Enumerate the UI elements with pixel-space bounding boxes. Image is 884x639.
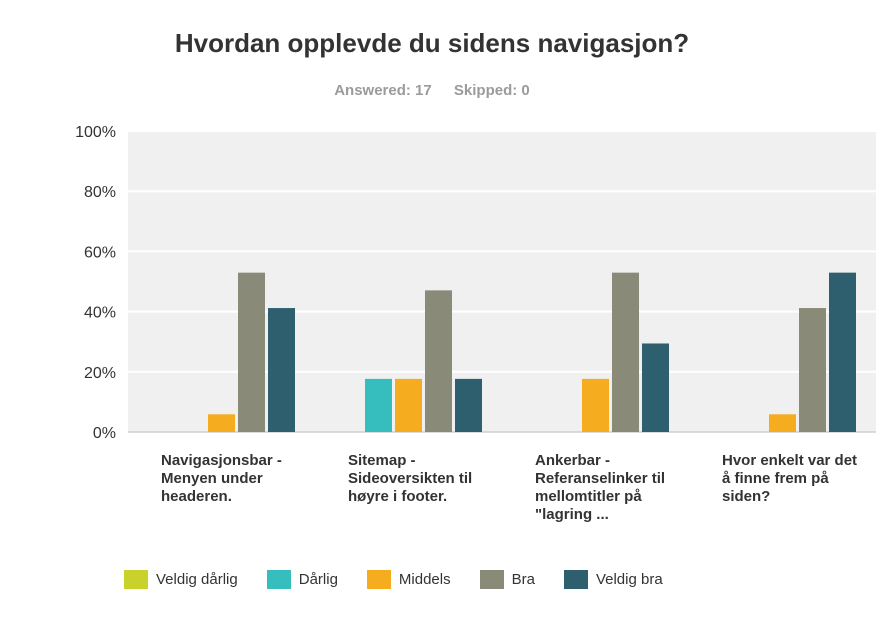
legend-label: Veldig dårlig <box>156 571 238 588</box>
bar[interactable] <box>582 378 609 432</box>
legend-item[interactable]: Veldig dårlig <box>124 570 238 589</box>
legend-item[interactable]: Bra <box>479 570 535 589</box>
legend-label: Veldig bra <box>595 571 663 588</box>
legend-swatch <box>479 570 504 589</box>
response-stats: Answered: 17 Skipped: 0 <box>0 82 864 99</box>
legend-item[interactable]: Dårlig <box>266 570 338 589</box>
legend-label: Middels <box>398 571 451 588</box>
chart-title: Hvordan opplevde du sidens navigasjon? <box>174 28 690 58</box>
bar[interactable] <box>829 272 856 432</box>
answered-count: Answered: 17 <box>334 82 432 99</box>
bar[interactable] <box>799 308 826 432</box>
bar[interactable] <box>208 414 235 432</box>
y-tick-label: 20% <box>84 365 116 382</box>
x-category-label: Ankerbar - Referanselinker til mellomtit… <box>535 452 666 523</box>
y-tick-label: 100% <box>75 124 116 141</box>
bar[interactable] <box>425 290 452 432</box>
bar[interactable] <box>268 308 295 432</box>
legend-label: Bra <box>511 571 535 588</box>
legend-swatch <box>124 570 148 589</box>
bar[interactable] <box>365 378 392 432</box>
y-tick-label: 60% <box>84 244 116 261</box>
legend-swatch <box>366 570 391 589</box>
x-category-label: Navigasjonsbar - Menyen under headeren. <box>161 452 282 505</box>
bar[interactable] <box>642 343 669 432</box>
legend-item[interactable]: Veldig bra <box>563 570 663 589</box>
legend-item[interactable]: Middels <box>366 570 451 589</box>
y-tick-label: 0% <box>93 425 116 442</box>
x-category-label: Sitemap - Sideoversikten til høyre i foo… <box>348 452 473 505</box>
bar[interactable] <box>238 272 265 432</box>
bar[interactable] <box>395 378 422 432</box>
chart-legend: Veldig dårlig Dårlig Middels Bra Veldig bra <box>124 570 692 589</box>
legend-swatch <box>266 570 291 589</box>
bar[interactable] <box>612 272 639 432</box>
y-tick-label: 80% <box>84 184 116 201</box>
x-category-label: Hvor enkelt var det å finne frem på side… <box>722 452 858 505</box>
bar[interactable] <box>455 378 482 432</box>
skipped-count: Skipped: 0 <box>453 82 530 99</box>
legend-swatch <box>563 570 588 589</box>
bar[interactable] <box>769 414 796 432</box>
legend-label: Dårlig <box>298 571 338 588</box>
y-tick-label: 40% <box>84 305 116 322</box>
